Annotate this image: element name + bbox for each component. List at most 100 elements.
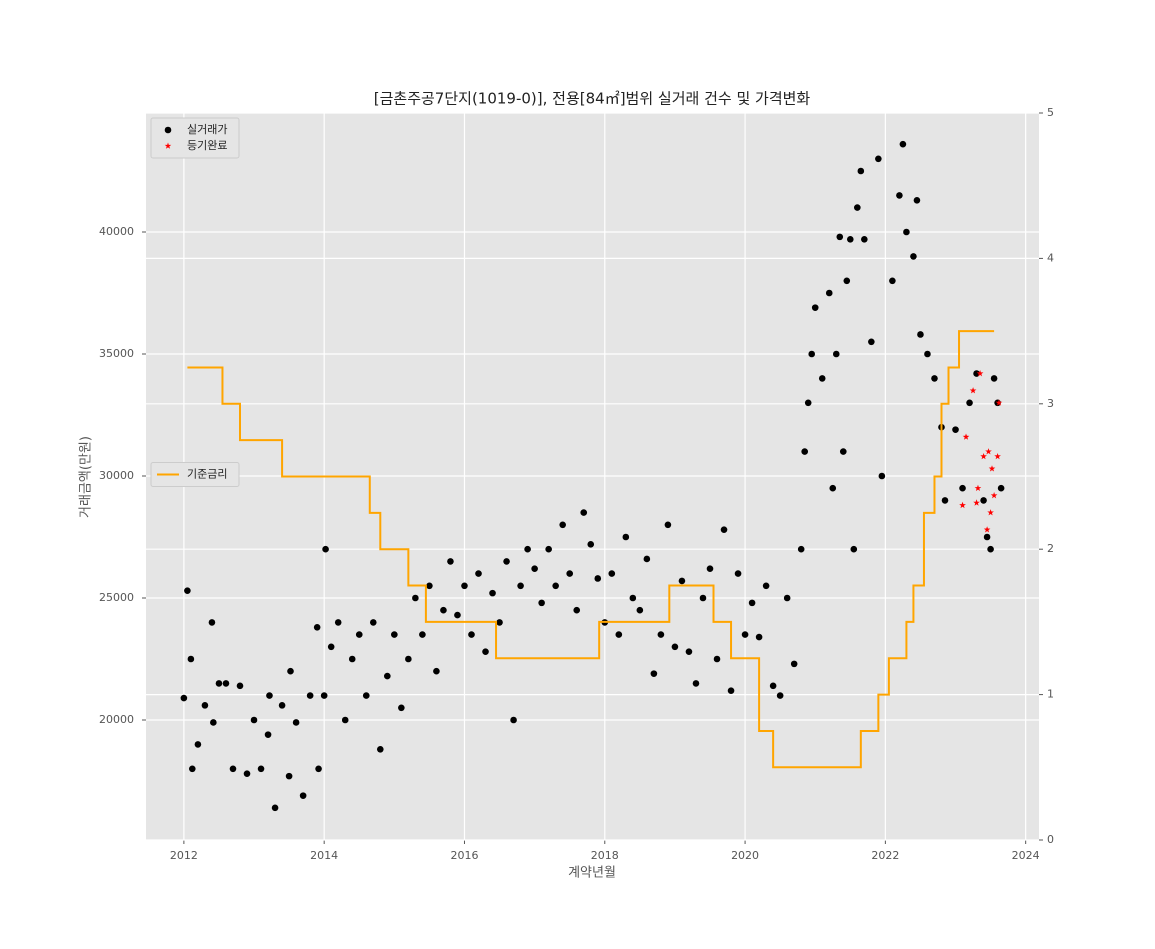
y2-tick-label: 2 <box>1047 542 1054 555</box>
point <box>776 692 784 699</box>
x-tick-label: 2020 <box>731 849 759 862</box>
point <box>924 350 931 358</box>
point <box>959 484 966 492</box>
point <box>622 533 630 541</box>
point <box>208 619 216 626</box>
point <box>278 702 286 709</box>
y-tick-label: 25000 <box>99 591 134 604</box>
point <box>454 611 461 619</box>
point <box>510 716 517 724</box>
point <box>608 570 616 577</box>
point <box>748 599 756 607</box>
y2-tick-label: 0 <box>1047 833 1054 846</box>
point <box>804 399 812 407</box>
point <box>524 545 531 553</box>
point <box>222 680 230 687</box>
point <box>913 196 921 204</box>
x-tick-label: 2014 <box>310 849 338 862</box>
point <box>552 582 559 590</box>
point <box>384 672 391 680</box>
chart-title: [금촌주공7단지(1019-0)], 전용[84㎡]범위 실거래 건수 및 가격… <box>374 90 811 108</box>
point <box>184 587 191 594</box>
point <box>878 472 886 480</box>
point <box>755 633 763 641</box>
point <box>917 331 924 338</box>
point <box>573 606 581 614</box>
point <box>962 433 970 440</box>
point <box>271 804 279 812</box>
point <box>994 453 1001 460</box>
point <box>215 680 223 687</box>
point <box>808 350 816 358</box>
point <box>322 545 329 553</box>
point <box>997 484 1005 492</box>
point <box>412 594 419 602</box>
rate-line <box>187 330 995 769</box>
point <box>899 140 907 148</box>
point <box>980 453 987 460</box>
point <box>210 719 217 726</box>
point <box>475 570 482 577</box>
point <box>426 582 433 590</box>
point <box>440 606 447 614</box>
point <box>850 545 858 553</box>
point <box>839 448 847 455</box>
point <box>741 631 749 638</box>
point <box>797 545 805 553</box>
x-axis-label: 계약년월 <box>568 866 616 881</box>
point <box>545 545 552 553</box>
point <box>201 702 209 709</box>
point <box>496 619 503 626</box>
legend-label: 기준금리 <box>187 468 227 481</box>
point <box>762 582 770 590</box>
point <box>685 648 693 655</box>
point <box>188 765 196 773</box>
point <box>825 289 833 297</box>
point <box>531 565 538 573</box>
point <box>657 631 665 638</box>
point <box>966 399 973 407</box>
point <box>313 623 321 631</box>
point <box>889 277 896 285</box>
point <box>790 660 798 668</box>
point <box>678 577 686 585</box>
point <box>398 704 405 712</box>
point <box>706 565 714 573</box>
legend-label: 등기완료 <box>187 139 227 152</box>
point <box>818 375 826 382</box>
point <box>811 304 819 311</box>
x-tick-label: 2018 <box>591 849 619 862</box>
point <box>594 575 602 582</box>
y-tick-label: 30000 <box>99 469 134 482</box>
y-tick-label: 35000 <box>99 347 134 360</box>
point <box>362 692 370 699</box>
point <box>292 719 300 726</box>
point <box>320 692 328 699</box>
point <box>783 594 791 602</box>
point <box>482 648 489 655</box>
point <box>348 655 356 663</box>
point <box>266 692 273 699</box>
point <box>832 350 840 358</box>
point <box>287 667 294 675</box>
point <box>243 770 251 777</box>
legend-marker <box>164 126 172 134</box>
point <box>896 192 903 199</box>
point <box>959 501 966 509</box>
y-tick-label: 40000 <box>99 225 134 238</box>
point <box>983 526 991 533</box>
point <box>875 155 882 163</box>
point <box>829 484 837 492</box>
point <box>969 387 977 394</box>
point <box>903 228 910 236</box>
point <box>299 792 307 799</box>
legend-marker <box>164 142 172 149</box>
point <box>355 631 363 638</box>
y2-tick-label: 3 <box>1047 397 1054 410</box>
point <box>306 692 314 699</box>
point <box>643 555 651 563</box>
point <box>910 253 917 260</box>
point <box>419 631 426 638</box>
